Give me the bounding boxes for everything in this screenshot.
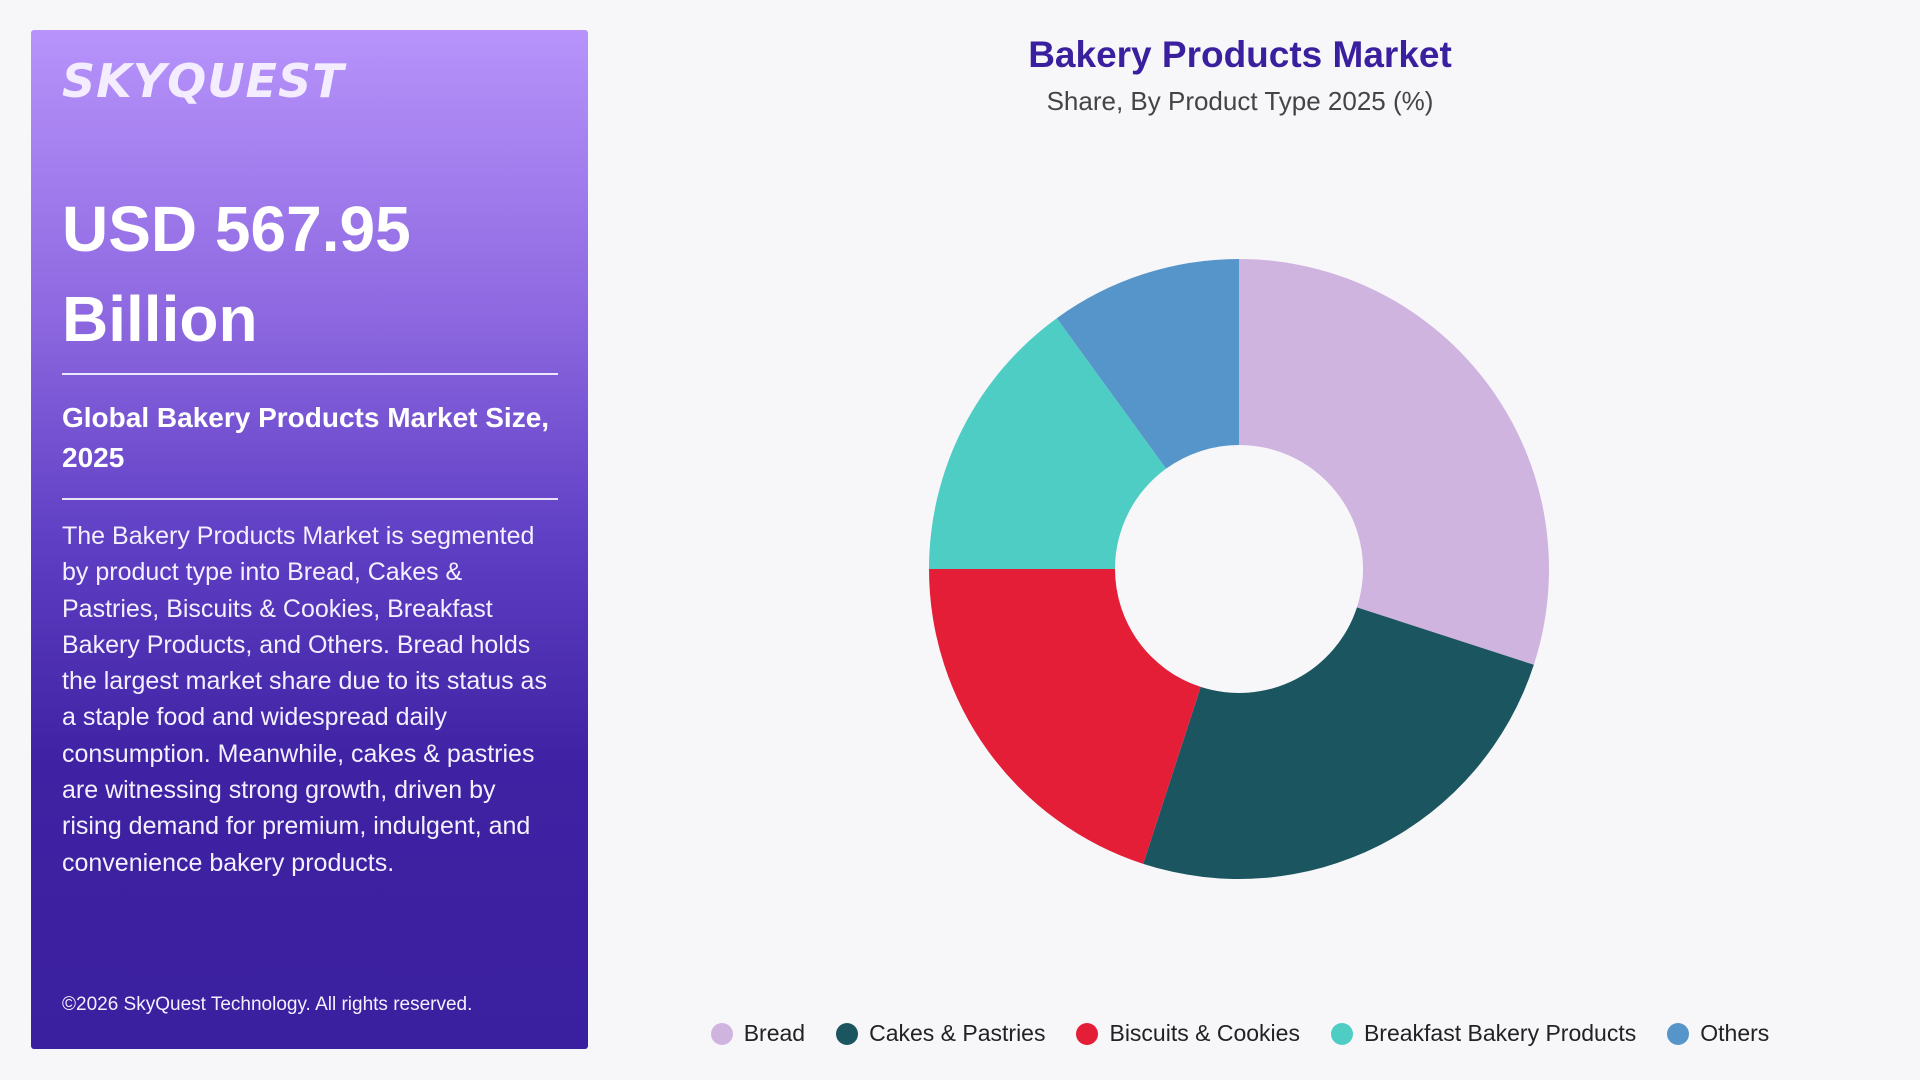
donut-slice-breakfast-bakery-products [929,318,1167,569]
skyquest-logo: SKYQUEST [62,54,345,108]
legend-swatch [1330,1022,1353,1045]
legend-label: Biscuits & Cookies [1109,1020,1300,1046]
donut-slice-others [1056,259,1239,469]
legend-label: Cakes & Pastries [869,1020,1046,1046]
market-value: USD 567.95 Billion [62,184,562,364]
legend-swatch [1667,1022,1690,1045]
legend-swatch [710,1022,733,1045]
market-value-unit: Billion [62,283,258,355]
legend-item-biscuits-cookies: Biscuits & Cookies [1076,1020,1300,1047]
market-description: The Bakery Products Market is segmented … [62,522,547,877]
legend-label: Breakfast Bakery Products [1363,1020,1637,1046]
chart-title: Bakery Products Market [1028,34,1452,75]
copyright-notice: ©2026 SkyQuest Technology. All rights re… [62,994,473,1015]
donut-slice-biscuits-cookies [929,569,1201,864]
donut-slice-bread [1239,259,1549,665]
market-value-amount: USD 567.95 [62,193,411,265]
legend-label: Others [1700,1020,1770,1046]
market-size-heading: Global Bakery Products Market Size, 2025 [62,402,550,473]
donut-slice-cakes-pastries [1143,607,1534,879]
chart-legend: Bread Cakes & Pastries Biscuits & Cookies B… [680,1020,1800,1047]
legend-item-bread: Bread [710,1020,806,1047]
legend-swatch [1076,1022,1099,1045]
legend-item-breakfast-bakery-products: Breakfast Bakery Products [1330,1020,1637,1047]
divider [62,498,558,500]
divider [62,373,558,375]
summary-panel: SKYQUEST USD 567.95 Billion Global Baker… [31,30,588,1049]
chart-subtitle: Share, By Product Type 2025 (%) [1046,86,1434,116]
legend-item-others: Others [1667,1020,1769,1047]
legend-swatch [836,1022,859,1045]
legend-item-cakes-pastries: Cakes & Pastries [836,1020,1045,1047]
legend-label: Bread [743,1020,806,1046]
